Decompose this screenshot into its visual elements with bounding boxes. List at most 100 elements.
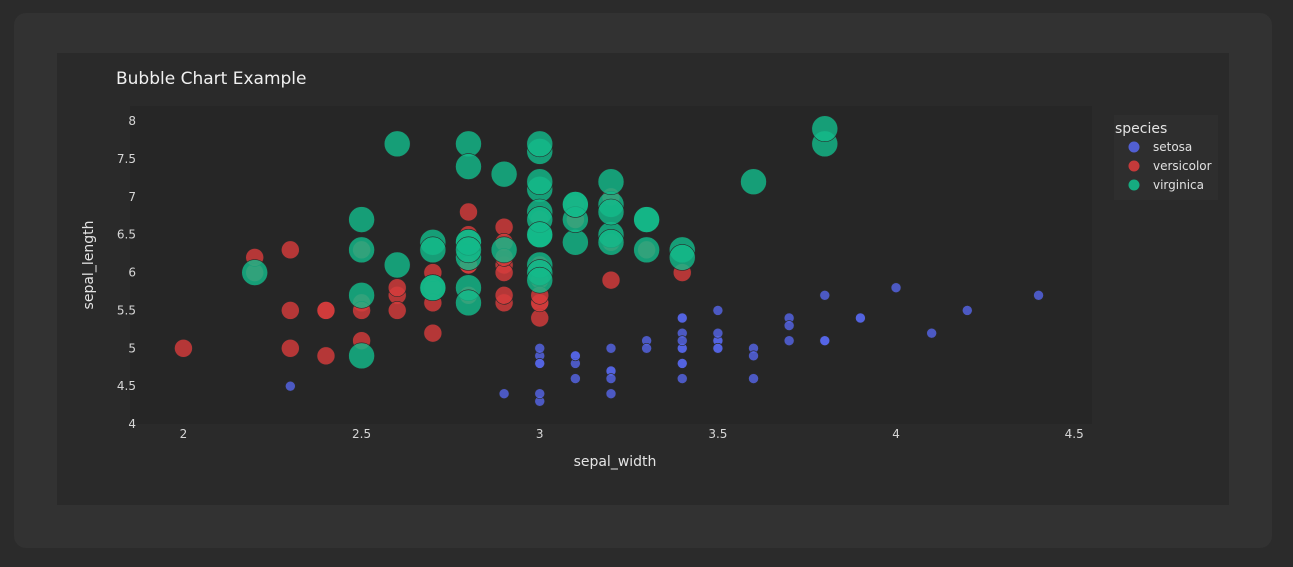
y-tick-label: 7 bbox=[128, 190, 136, 204]
x-tick-label: 4 bbox=[892, 427, 900, 441]
legend-marker-versicolor bbox=[1128, 160, 1140, 172]
marker-setosa bbox=[676, 312, 688, 324]
marker-versicolor bbox=[281, 301, 300, 320]
marker-virginica bbox=[490, 236, 518, 264]
marker-versicolor bbox=[174, 338, 193, 358]
marker-setosa bbox=[819, 335, 831, 347]
marker-versicolor bbox=[423, 323, 443, 343]
chart-container: 2 2.5 3 3.5 4 4.5 4 4.5 5 5.5 6 6.5 7 7.5 8 Bubble Ch… bbox=[57, 53, 1229, 505]
y-tick-labels: 4 4.5 5 5.5 6 6.5 7 7.5 8 bbox=[117, 114, 136, 431]
marker-versicolor bbox=[316, 301, 336, 320]
marker-setosa bbox=[961, 305, 973, 316]
marker-virginica bbox=[562, 228, 589, 256]
x-tick-label: 4.5 bbox=[1065, 427, 1084, 441]
x-tick-label: 2.5 bbox=[352, 427, 371, 441]
marker-setosa bbox=[1033, 289, 1044, 301]
x-tick-label: 2 bbox=[180, 427, 188, 441]
legend-label-versicolor: versicolor bbox=[1153, 159, 1212, 173]
marker-setosa bbox=[676, 335, 688, 347]
marker-versicolor bbox=[281, 240, 300, 260]
marker-setosa bbox=[819, 289, 831, 301]
marker-virginica bbox=[526, 221, 554, 249]
y-tick-label: 6.5 bbox=[117, 228, 136, 242]
marker-versicolor bbox=[494, 285, 514, 305]
marker-setosa bbox=[712, 342, 724, 354]
marker-setosa bbox=[570, 373, 581, 384]
marker-virginica bbox=[562, 191, 589, 218]
y-tick-label: 4 bbox=[128, 417, 136, 431]
markers-layer bbox=[174, 115, 1044, 407]
marker-virginica bbox=[633, 206, 660, 233]
marker-virginica bbox=[455, 153, 482, 180]
legend: species setosa versicolor virginica bbox=[1114, 115, 1218, 200]
marker-versicolor bbox=[316, 346, 336, 366]
bubble-chart: 2 2.5 3 3.5 4 4.5 4 4.5 5 5.5 6 6.5 7 7.5 8 Bubble Ch… bbox=[81, 69, 1218, 470]
y-tick-label: 5 bbox=[128, 341, 136, 355]
marker-virginica bbox=[668, 244, 696, 271]
marker-setosa bbox=[534, 342, 546, 354]
marker-virginica bbox=[348, 281, 375, 309]
marker-virginica bbox=[348, 236, 375, 264]
marker-setosa bbox=[605, 342, 617, 354]
marker-virginica bbox=[383, 130, 411, 158]
marker-setosa bbox=[498, 388, 510, 400]
chart-title: Bubble Chart Example bbox=[116, 69, 306, 89]
marker-setosa bbox=[748, 350, 759, 362]
marker-virginica bbox=[526, 266, 554, 294]
marker-virginica bbox=[740, 168, 767, 196]
y-tick-label: 7.5 bbox=[117, 152, 136, 166]
legend-label-setosa: setosa bbox=[1153, 140, 1192, 154]
y-tick-label: 4.5 bbox=[117, 379, 136, 393]
marker-setosa bbox=[926, 327, 937, 339]
marker-setosa bbox=[855, 312, 866, 324]
marker-virginica bbox=[597, 198, 625, 226]
marker-versicolor bbox=[281, 338, 300, 358]
marker-setosa bbox=[890, 282, 902, 294]
legend-label-virginica: virginica bbox=[1153, 178, 1204, 192]
x-tick-label: 3 bbox=[536, 427, 544, 441]
marker-versicolor bbox=[387, 278, 407, 298]
marker-virginica bbox=[241, 259, 269, 286]
marker-virginica bbox=[597, 228, 625, 256]
marker-virginica bbox=[419, 236, 447, 264]
y-axis-title: sepal_length bbox=[81, 221, 97, 310]
marker-virginica bbox=[526, 130, 554, 158]
marker-versicolor bbox=[459, 202, 478, 222]
marker-virginica bbox=[811, 115, 839, 143]
legend-marker-setosa bbox=[1128, 141, 1140, 153]
marker-setosa bbox=[748, 373, 759, 384]
marker-setosa bbox=[783, 320, 795, 331]
marker-virginica bbox=[455, 236, 482, 264]
marker-setosa bbox=[534, 358, 546, 369]
marker-virginica bbox=[348, 206, 375, 233]
marker-setosa bbox=[641, 342, 652, 354]
marker-setosa bbox=[783, 335, 795, 347]
marker-virginica bbox=[455, 289, 482, 317]
marker-virginica bbox=[526, 168, 554, 196]
x-tick-labels: 2 2.5 3 3.5 4 4.5 bbox=[180, 427, 1084, 441]
marker-virginica bbox=[383, 251, 411, 279]
marker-virginica bbox=[455, 130, 482, 158]
legend-marker-virginica bbox=[1128, 179, 1140, 191]
marker-virginica bbox=[597, 168, 625, 196]
marker-versicolor bbox=[601, 270, 621, 290]
y-tick-label: 8 bbox=[128, 114, 136, 128]
marker-versicolor bbox=[387, 301, 407, 320]
marker-virginica bbox=[419, 274, 447, 302]
marker-setosa bbox=[534, 388, 546, 400]
marker-virginica bbox=[348, 342, 375, 370]
marker-setosa bbox=[676, 373, 688, 384]
y-tick-label: 5.5 bbox=[117, 303, 136, 317]
marker-setosa bbox=[605, 388, 617, 400]
x-axis-title: sepal_width bbox=[574, 454, 657, 470]
marker-setosa bbox=[605, 373, 617, 384]
marker-setosa bbox=[712, 327, 724, 339]
legend-items: setosa versicolor virginica bbox=[1128, 140, 1212, 192]
marker-virginica bbox=[490, 160, 518, 188]
marker-setosa bbox=[676, 358, 688, 369]
y-tick-label: 6 bbox=[128, 266, 136, 280]
marker-setosa bbox=[712, 305, 724, 316]
marker-setosa bbox=[285, 380, 296, 392]
marker-virginica bbox=[633, 236, 660, 264]
legend-title: species bbox=[1115, 121, 1167, 137]
